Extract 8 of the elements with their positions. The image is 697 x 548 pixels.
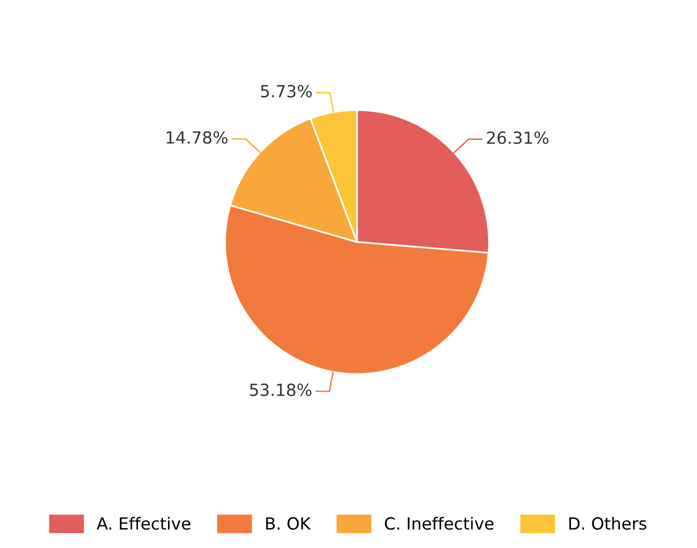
data-label: 26.31%	[487, 131, 548, 144]
data-label: 53.18%	[250, 384, 312, 396]
legend-label: A. Effective	[96, 516, 190, 530]
data-label: 5.73%	[261, 84, 312, 98]
legend-label: B. OK	[266, 517, 311, 530]
legend-label: C. Ineffective	[384, 516, 494, 530]
data-label: 14.78%	[166, 131, 228, 144]
legend-label: D. Others	[569, 516, 646, 530]
